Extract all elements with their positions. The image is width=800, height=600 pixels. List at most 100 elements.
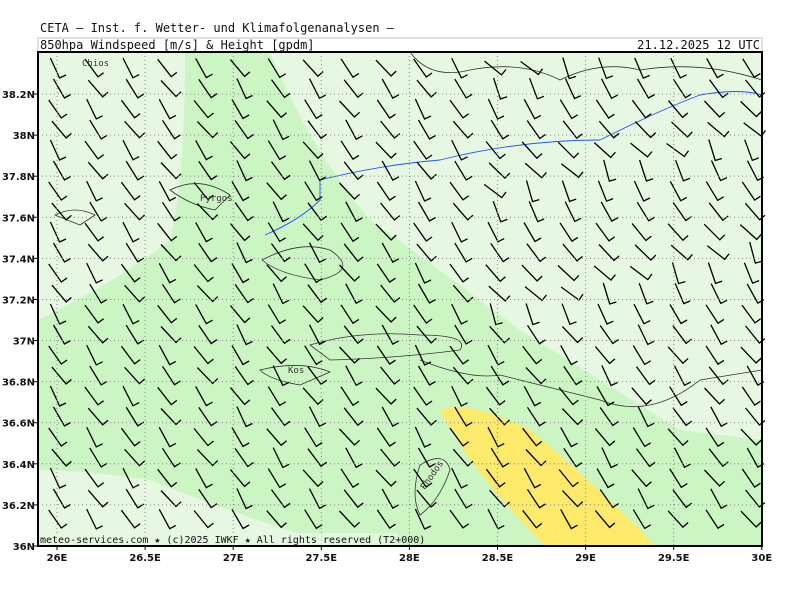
wind-barb bbox=[449, 263, 469, 283]
wind-barb bbox=[160, 490, 182, 508]
wind-barb bbox=[270, 243, 291, 263]
river bbox=[264, 180, 321, 236]
wind-barb bbox=[193, 100, 214, 119]
wind-barb bbox=[160, 80, 182, 98]
wind-barb bbox=[89, 119, 108, 140]
wind-barb bbox=[487, 426, 505, 448]
wind-barb bbox=[304, 427, 323, 448]
island bbox=[309, 333, 462, 361]
wind-barb bbox=[193, 428, 214, 447]
wind-barb bbox=[49, 467, 67, 489]
wind-barb bbox=[671, 262, 686, 285]
wind-barb bbox=[525, 303, 540, 326]
wind-barb bbox=[272, 365, 290, 387]
wind-barb bbox=[375, 387, 397, 405]
wind-barb bbox=[708, 139, 723, 162]
wind-barb bbox=[48, 427, 68, 447]
wind-barb bbox=[601, 365, 618, 387]
wind-barb bbox=[631, 99, 652, 119]
coast bbox=[419, 359, 763, 408]
wind-barb bbox=[380, 448, 401, 467]
wind-barb bbox=[454, 160, 473, 181]
wind-barb bbox=[86, 344, 103, 366]
wind-barb bbox=[198, 325, 218, 345]
wind-barb bbox=[120, 427, 141, 447]
lon-label: 27.5E bbox=[306, 553, 338, 564]
wind-barb bbox=[740, 510, 762, 528]
wind-barb bbox=[229, 305, 251, 324]
wind-barb bbox=[452, 120, 474, 139]
lat-label: 37N bbox=[13, 337, 35, 348]
wind-barb bbox=[492, 200, 508, 223]
wind-barb bbox=[343, 79, 364, 99]
footer-bg bbox=[38, 533, 398, 545]
wind-barb bbox=[345, 365, 363, 387]
wind-barb bbox=[157, 222, 178, 242]
wind-barb bbox=[451, 467, 468, 489]
wind-barb bbox=[375, 223, 397, 241]
footer: meteo-services.com ★ (c)2025 IWKF ★ All … bbox=[40, 535, 425, 546]
wind-barb bbox=[160, 408, 182, 426]
wind-barb bbox=[375, 59, 397, 77]
wind-barb bbox=[124, 284, 146, 303]
wind-barb bbox=[525, 449, 547, 467]
lon-label: 28E bbox=[399, 553, 420, 564]
wind-barb bbox=[667, 510, 689, 529]
wind-barb bbox=[666, 142, 690, 158]
wind-barb bbox=[157, 58, 178, 78]
wind-barb bbox=[86, 180, 103, 202]
wind-barb bbox=[561, 326, 584, 344]
wind-barb bbox=[87, 407, 109, 426]
wind-barb bbox=[125, 488, 145, 509]
wind-barb bbox=[376, 263, 396, 283]
wind-barb bbox=[492, 77, 508, 100]
wind-barb bbox=[339, 100, 361, 118]
wind-barb bbox=[198, 243, 218, 263]
wind-barb bbox=[89, 201, 108, 222]
wind-barb bbox=[522, 427, 543, 447]
wind-barb bbox=[485, 468, 506, 488]
axes: 38.2N 38N 37.8N 37.6N 37.4N 37.2N 37N 36.8N 36.6… bbox=[2, 90, 772, 564]
wind-barb bbox=[158, 98, 177, 120]
wind-barb bbox=[380, 366, 401, 385]
wind-barb bbox=[308, 78, 326, 100]
wind-barb bbox=[339, 182, 361, 200]
wind-barb bbox=[634, 57, 650, 79]
wind-barb bbox=[84, 386, 104, 406]
wind-barb bbox=[636, 201, 656, 222]
wind-barb bbox=[671, 121, 693, 138]
wind-barb bbox=[339, 428, 361, 446]
wind-barb bbox=[270, 407, 291, 427]
wind-barb bbox=[307, 284, 328, 304]
wind-barb bbox=[193, 182, 214, 201]
wind-barb bbox=[157, 468, 178, 488]
wind-barb bbox=[52, 242, 71, 263]
wind-barb bbox=[705, 509, 725, 530]
map-title: 850hpa Windspeed [m/s] & Height [gpdm] bbox=[40, 38, 315, 52]
wind-field-high bbox=[440, 407, 655, 546]
wind-barb bbox=[600, 78, 618, 100]
wind-barb bbox=[302, 305, 324, 324]
wind-barb bbox=[710, 488, 728, 510]
wind-barb bbox=[705, 345, 725, 366]
wind-barb bbox=[597, 303, 614, 325]
wind-barb bbox=[308, 324, 326, 346]
lat-label: 36.2N bbox=[2, 501, 35, 512]
wind-barb bbox=[413, 468, 433, 488]
wind-barb bbox=[304, 99, 323, 120]
wind-barb bbox=[89, 365, 108, 386]
wind-barb bbox=[489, 489, 511, 508]
wind-barb bbox=[637, 488, 655, 510]
wind-barb bbox=[234, 366, 254, 386]
wind-barb bbox=[706, 58, 724, 79]
lat-label: 38.2N bbox=[2, 90, 35, 101]
wind-barb bbox=[122, 221, 140, 243]
wind-barb bbox=[667, 223, 689, 242]
wind-barb bbox=[745, 407, 766, 426]
wind-barb bbox=[414, 98, 432, 120]
wind-barb bbox=[490, 119, 510, 140]
wind-barb bbox=[229, 59, 251, 78]
wind-barb bbox=[744, 202, 766, 221]
wind-barb bbox=[413, 222, 433, 242]
wind-barb bbox=[561, 180, 577, 203]
